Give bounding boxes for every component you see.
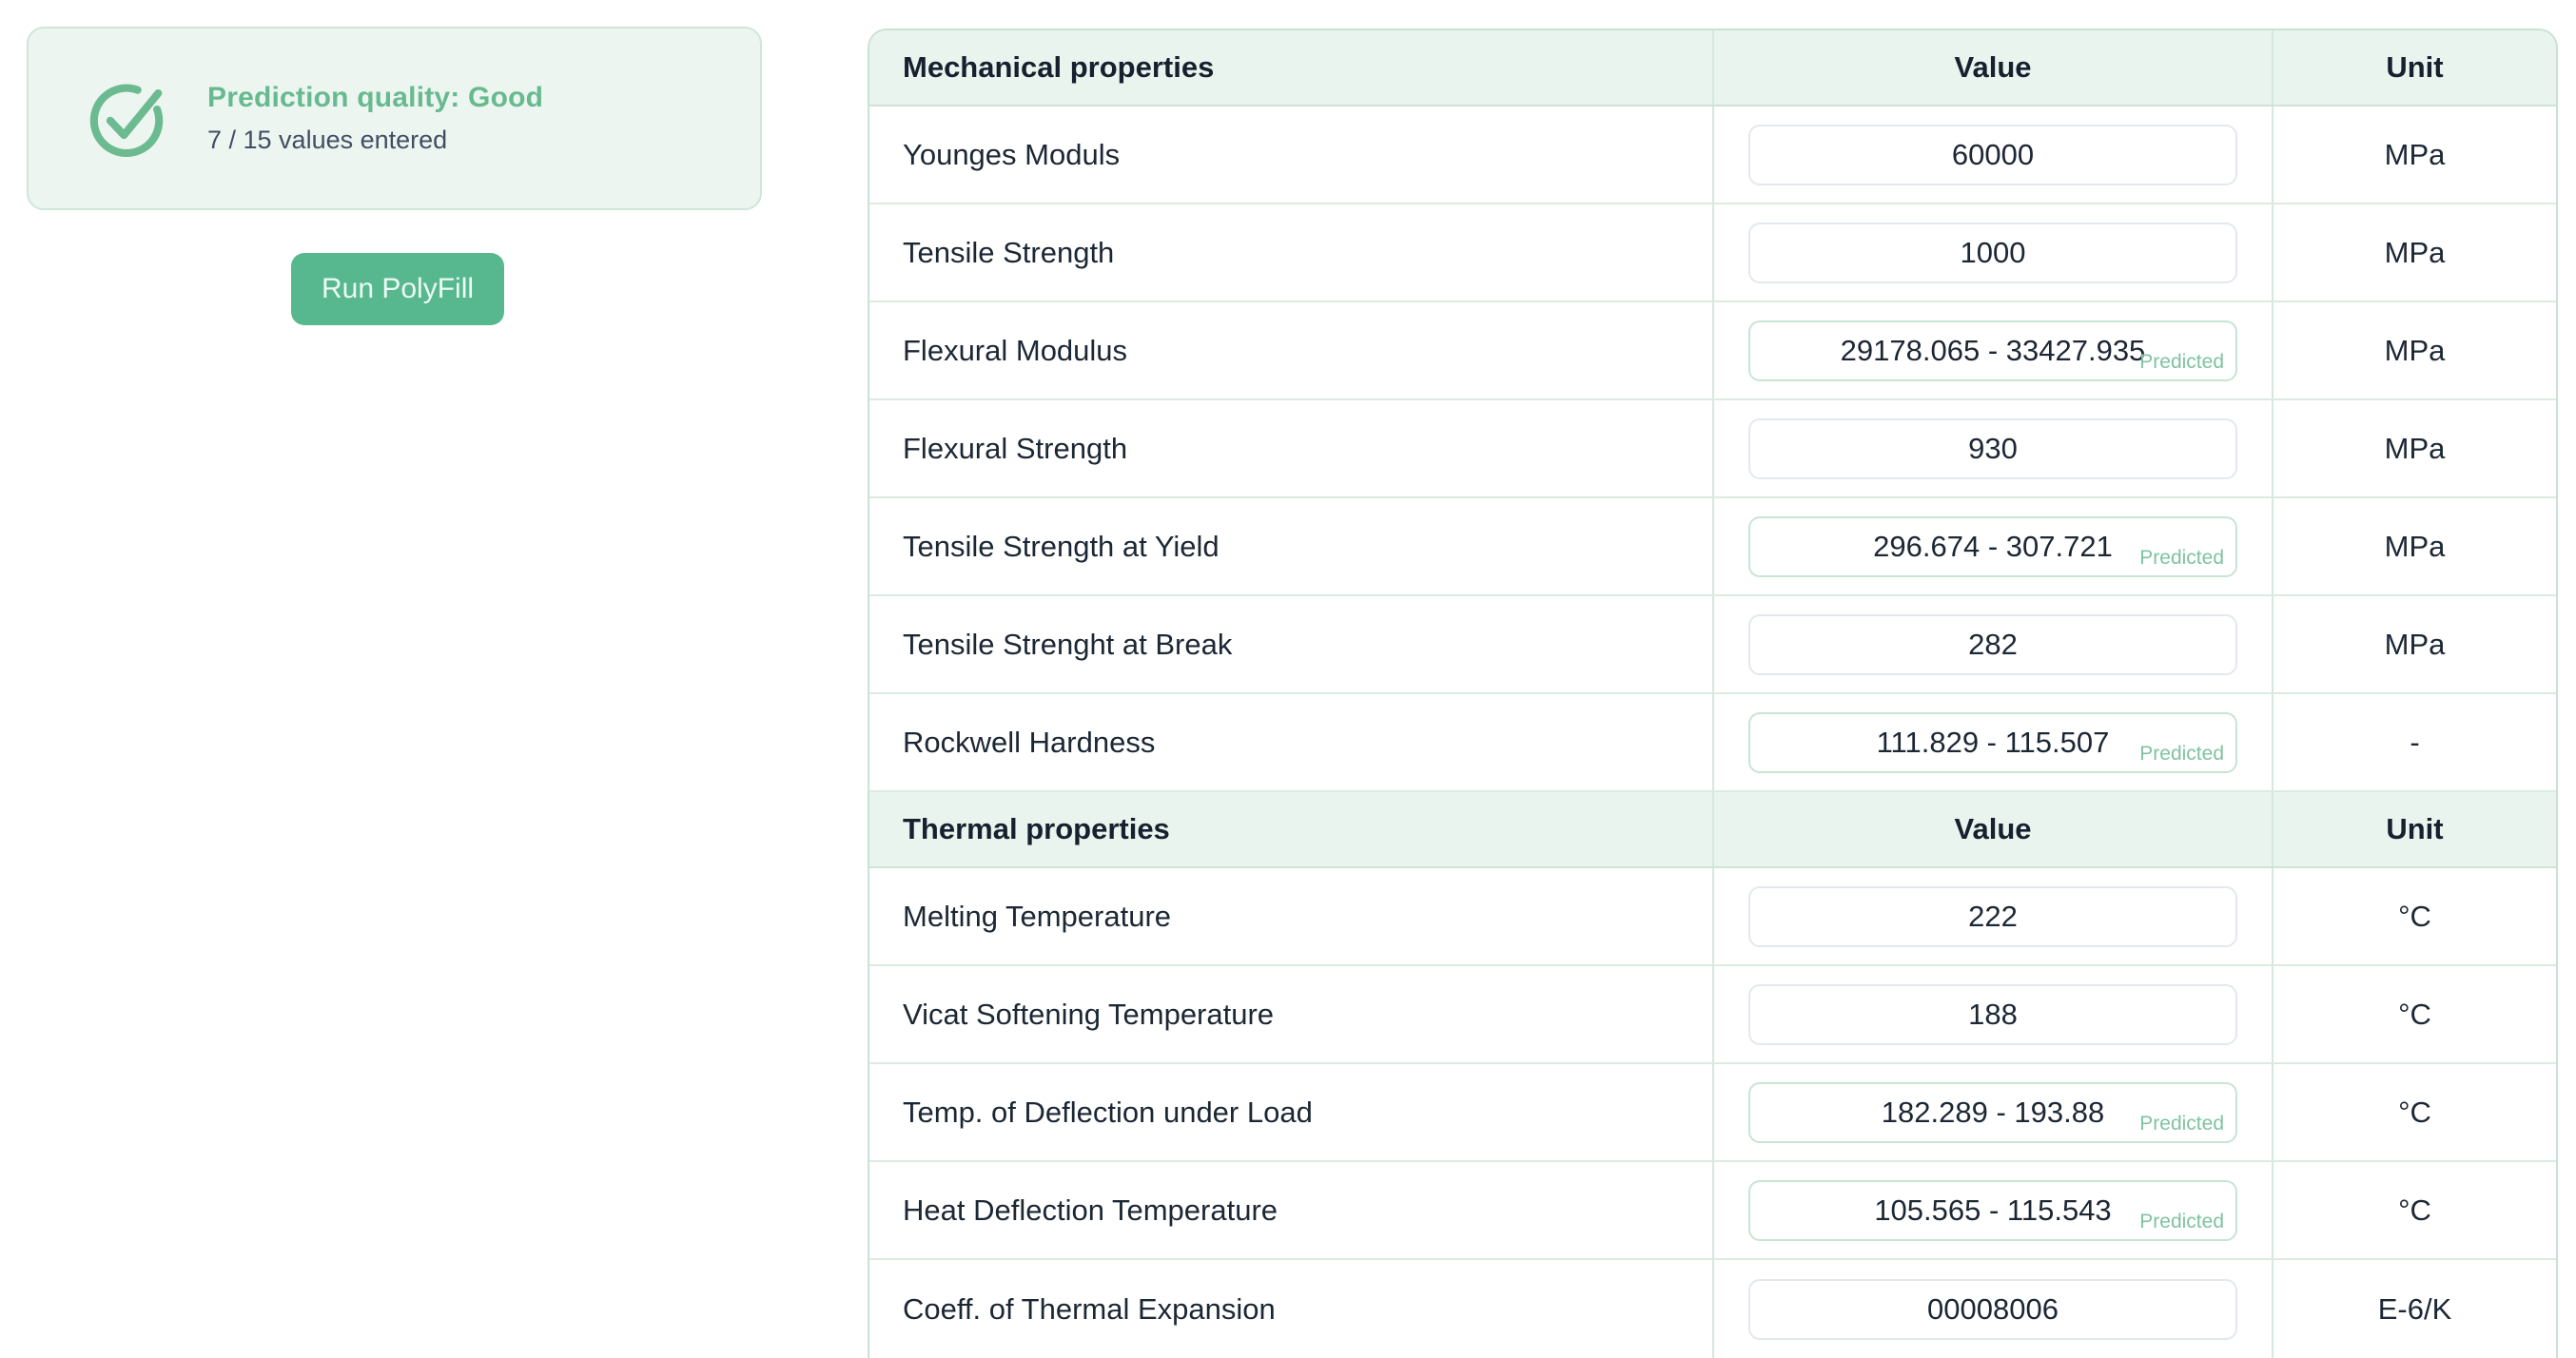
value-input-wrapper: Predicted <box>1748 320 2237 381</box>
property-row: Flexural Strength MPa <box>869 400 2556 498</box>
property-row: Coeff. of Thermal Expansion E-6/K <box>869 1260 2556 1358</box>
unit-cell: °C <box>2398 899 2431 933</box>
values-entered-count: 7 / 15 values entered <box>207 126 448 154</box>
section-title: Mechanical properties <box>869 30 1714 105</box>
property-name: Tensile Strenght at Break <box>869 596 1714 692</box>
prediction-quality-title: Prediction quality: Good <box>207 82 544 113</box>
value-input-wrapper: Predicted <box>1748 1179 2237 1241</box>
run-polyfill-button[interactable]: Run PolyFill <box>291 253 504 325</box>
unit-cell: MPa <box>2384 627 2446 661</box>
value-input[interactable] <box>1748 124 2237 185</box>
value-input[interactable] <box>1748 885 2237 947</box>
unit-cell: MPa <box>2384 529 2446 563</box>
property-name: Coeff. of Thermal Expansion <box>869 1260 1714 1358</box>
unit-column-header: Unit <box>2386 812 2444 845</box>
value-input[interactable] <box>1748 1081 2237 1143</box>
value-input-wrapper: Predicted <box>1748 711 2237 773</box>
unit-cell: MPa <box>2384 333 2446 367</box>
property-name: Younges Moduls <box>869 107 1714 203</box>
value-input-wrapper <box>1748 613 2237 675</box>
property-row: Younges Moduls MPa <box>869 107 2556 204</box>
value-input-wrapper: Predicted <box>1748 1081 2237 1143</box>
value-input-wrapper <box>1748 124 2237 185</box>
value-input[interactable] <box>1748 613 2237 675</box>
value-input[interactable] <box>1748 711 2237 773</box>
check-circle-icon <box>89 84 164 157</box>
value-input[interactable] <box>1748 222 2237 283</box>
unit-cell: MPa <box>2384 235 2446 269</box>
section-title: Thermal properties <box>869 792 1714 866</box>
property-name: Vicat Softening Temperature <box>869 966 1714 1062</box>
value-column-header: Value <box>1714 30 2274 105</box>
unit-cell: °C <box>2398 1095 2431 1129</box>
properties-table: Mechanical properties Value Unit Younges… <box>868 29 2558 1358</box>
unit-column-header: Unit <box>2386 50 2444 84</box>
property-row: Tensile Strenght at Break MPa <box>869 596 2556 694</box>
property-row: Melting Temperature °C <box>869 868 2556 966</box>
unit-cell: °C <box>2398 997 2431 1031</box>
property-name: Heat Deflection Temperature <box>869 1162 1714 1258</box>
property-row: Rockwell Hardness Predicted - <box>869 694 2556 792</box>
value-input-wrapper <box>1748 885 2237 947</box>
unit-cell: MPa <box>2384 431 2446 465</box>
property-name: Rockwell Hardness <box>869 694 1714 790</box>
value-input[interactable] <box>1748 983 2237 1045</box>
property-name: Melting Temperature <box>869 868 1714 964</box>
value-input-wrapper <box>1748 417 2237 479</box>
value-input[interactable] <box>1748 1179 2237 1241</box>
property-row: Heat Deflection Temperature Predicted °C <box>869 1162 2556 1260</box>
value-input-wrapper <box>1748 222 2237 283</box>
unit-cell: - <box>2410 725 2420 759</box>
property-name: Temp. of Deflection under Load <box>869 1064 1714 1160</box>
property-row: Tensile Strength MPa <box>869 204 2556 302</box>
value-input[interactable] <box>1748 1278 2237 1340</box>
value-input[interactable] <box>1748 417 2237 479</box>
value-input-wrapper <box>1748 1278 2237 1340</box>
unit-cell: °C <box>2398 1193 2431 1227</box>
value-input[interactable] <box>1748 320 2237 381</box>
property-name: Tensile Strength at Yield <box>869 498 1714 594</box>
section-header-row: Thermal properties Value Unit <box>869 792 2556 868</box>
value-input-wrapper <box>1748 983 2237 1045</box>
value-input[interactable] <box>1748 515 2237 577</box>
property-name: Flexural Strength <box>869 400 1714 496</box>
property-row: Temp. of Deflection under Load Predicted… <box>869 1064 2556 1162</box>
unit-cell: MPa <box>2384 137 2446 171</box>
value-column-header: Value <box>1714 792 2274 866</box>
unit-cell: E-6/K <box>2377 1291 2452 1326</box>
property-name: Flexural Modulus <box>869 302 1714 398</box>
property-row: Tensile Strength at Yield Predicted MPa <box>869 498 2556 596</box>
property-row: Vicat Softening Temperature °C <box>869 966 2556 1064</box>
property-name: Tensile Strength <box>869 204 1714 301</box>
value-input-wrapper: Predicted <box>1748 515 2237 577</box>
property-row: Flexural Modulus Predicted MPa <box>869 302 2556 400</box>
section-header-row: Mechanical properties Value Unit <box>869 30 2556 107</box>
prediction-quality-card: Prediction quality: Good 7 / 15 values e… <box>27 27 762 210</box>
